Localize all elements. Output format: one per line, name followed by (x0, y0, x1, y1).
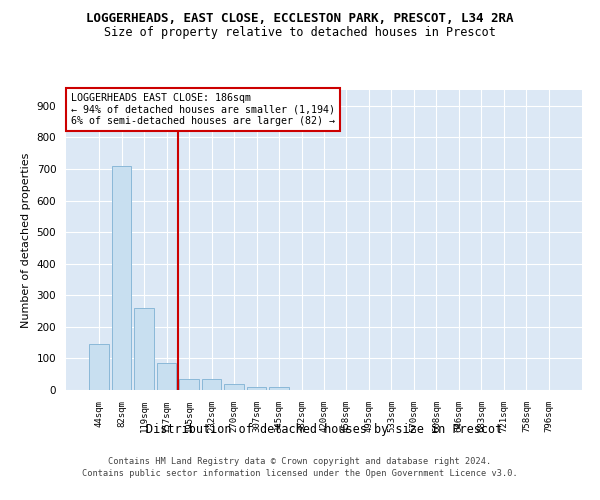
Text: LOGGERHEADS, EAST CLOSE, ECCLESTON PARK, PRESCOT, L34 2RA: LOGGERHEADS, EAST CLOSE, ECCLESTON PARK,… (86, 12, 514, 26)
Bar (224, 384, 244, 390)
Y-axis label: Number of detached properties: Number of detached properties (21, 152, 31, 328)
Text: Contains HM Land Registry data © Crown copyright and database right 2024.: Contains HM Land Registry data © Crown c… (109, 458, 491, 466)
Bar (179, 379, 199, 390)
Text: Distribution of detached houses by size in Prescot: Distribution of detached houses by size … (146, 422, 502, 436)
Bar (269, 387, 289, 390)
Bar (89, 344, 109, 390)
Bar (112, 166, 131, 390)
Bar (247, 387, 266, 390)
Text: Size of property relative to detached houses in Prescot: Size of property relative to detached ho… (104, 26, 496, 39)
Bar (134, 308, 154, 390)
Bar (157, 363, 176, 390)
Text: Contains public sector information licensed under the Open Government Licence v3: Contains public sector information licen… (82, 469, 518, 478)
Bar (202, 379, 221, 390)
Text: LOGGERHEADS EAST CLOSE: 186sqm
← 94% of detached houses are smaller (1,194)
6% o: LOGGERHEADS EAST CLOSE: 186sqm ← 94% of … (71, 93, 335, 126)
